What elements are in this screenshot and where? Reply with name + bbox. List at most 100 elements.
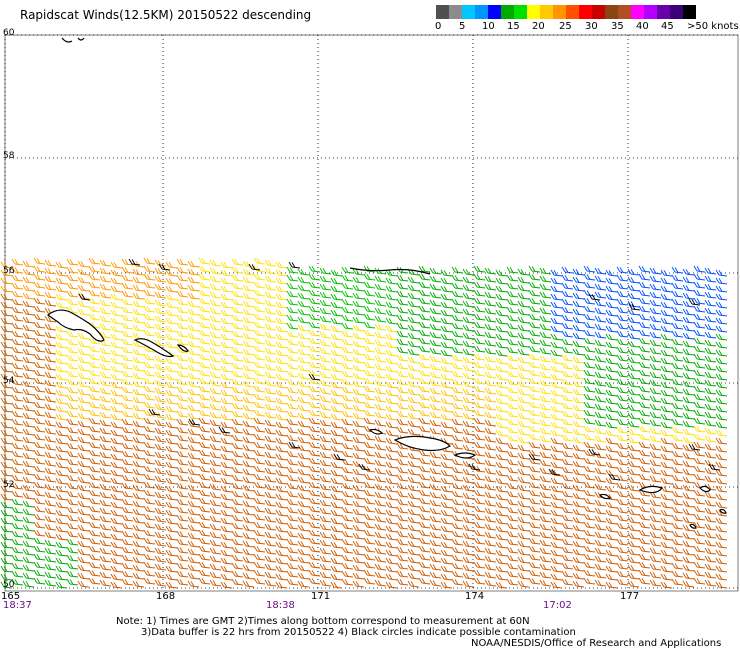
wind-barb bbox=[231, 346, 244, 354]
wind-barb bbox=[495, 565, 508, 573]
wind-barb bbox=[616, 314, 629, 322]
wind-barb bbox=[572, 268, 585, 276]
wind-barb bbox=[110, 389, 123, 397]
wind-barb bbox=[77, 412, 90, 420]
wind-barb bbox=[143, 305, 156, 313]
wind-barb bbox=[121, 530, 134, 538]
wind-barb bbox=[594, 307, 607, 315]
wind-barb bbox=[649, 403, 662, 411]
wind-barb bbox=[308, 345, 321, 353]
wind-barb bbox=[66, 482, 79, 490]
wind-barb bbox=[638, 313, 651, 321]
wind-barb bbox=[473, 505, 486, 513]
wind-barb bbox=[44, 267, 57, 275]
wind-barb bbox=[121, 522, 134, 530]
wind-barb bbox=[264, 379, 277, 387]
wind-barb bbox=[176, 426, 189, 434]
wind-barb bbox=[616, 394, 629, 402]
wind-barb bbox=[605, 429, 618, 437]
wind-barb bbox=[374, 467, 387, 475]
wind-barb bbox=[660, 477, 673, 485]
wind-barb bbox=[330, 517, 343, 525]
wind-barb bbox=[275, 309, 288, 317]
wind-barb bbox=[550, 325, 563, 333]
wind-barb bbox=[506, 466, 519, 474]
wind-barb bbox=[220, 405, 233, 413]
wind-barb bbox=[242, 364, 255, 372]
wind-barb bbox=[88, 273, 101, 281]
wind-barb bbox=[495, 573, 508, 581]
wind-barb bbox=[484, 507, 497, 515]
wind-barb bbox=[22, 356, 35, 364]
wind-barb bbox=[462, 532, 475, 540]
wind-barb bbox=[693, 449, 706, 457]
wind-barb bbox=[231, 386, 244, 394]
wind-barb bbox=[275, 517, 288, 525]
wind-barb bbox=[682, 308, 695, 316]
wind-barb bbox=[55, 261, 68, 269]
wind-barb bbox=[22, 580, 35, 588]
wind-barb bbox=[484, 435, 497, 443]
wind-barb bbox=[451, 426, 464, 434]
wind-barb bbox=[385, 565, 398, 573]
wind-barb bbox=[22, 452, 35, 460]
wind-barb bbox=[627, 348, 640, 356]
wind-barb bbox=[176, 458, 189, 466]
wind-barb bbox=[198, 369, 211, 377]
wind-barb bbox=[462, 300, 475, 308]
wind-barb bbox=[198, 505, 211, 513]
wind-barb bbox=[352, 284, 365, 292]
wind-barb bbox=[275, 453, 288, 461]
wind-barb bbox=[363, 577, 376, 585]
wind-barb bbox=[242, 508, 255, 516]
wind-barb bbox=[110, 437, 123, 445]
wind-barb bbox=[660, 373, 673, 381]
wind-barb bbox=[385, 389, 398, 397]
wind-barb bbox=[110, 357, 123, 365]
wind-barb bbox=[396, 386, 409, 394]
wind-barb bbox=[627, 268, 640, 276]
wind-barb bbox=[693, 393, 706, 401]
wind-barb bbox=[110, 581, 123, 589]
wind-barb bbox=[407, 580, 420, 588]
wind-barb bbox=[330, 389, 343, 397]
wind-barb bbox=[22, 500, 35, 508]
wind-barb bbox=[187, 540, 200, 548]
wind-barb bbox=[363, 401, 376, 409]
wind-barb bbox=[539, 475, 552, 483]
wind-barb bbox=[462, 364, 475, 372]
wind-barb bbox=[671, 386, 684, 394]
wind-barb bbox=[374, 323, 387, 331]
wind-barb bbox=[286, 538, 299, 546]
wind-barb bbox=[330, 341, 343, 349]
wind-barb bbox=[704, 315, 717, 323]
wind-barb bbox=[55, 549, 68, 557]
wind-barb bbox=[572, 444, 585, 452]
wind-barb bbox=[187, 572, 200, 580]
wind-barb bbox=[594, 419, 607, 427]
wind-barb bbox=[451, 482, 464, 490]
wind-barb bbox=[682, 508, 695, 516]
wind-barb bbox=[671, 506, 684, 514]
wind-barb bbox=[330, 445, 343, 453]
wind-barb bbox=[308, 577, 321, 585]
wind-barb bbox=[187, 284, 200, 292]
wind-barb bbox=[33, 329, 46, 337]
wind-barb bbox=[550, 557, 563, 565]
wind-barb bbox=[561, 490, 574, 498]
wind-barb bbox=[660, 493, 673, 501]
wind-barb bbox=[473, 401, 486, 409]
wind-barb bbox=[660, 413, 673, 421]
wind-barb bbox=[462, 396, 475, 404]
wind-barb bbox=[209, 267, 222, 275]
wind-barb bbox=[539, 491, 552, 499]
wind-barb bbox=[583, 353, 596, 361]
wind-barb bbox=[0, 381, 13, 389]
wind-barb bbox=[55, 285, 68, 293]
wind-barb bbox=[528, 369, 541, 377]
wind-barb bbox=[638, 505, 651, 513]
wind-barb bbox=[253, 569, 266, 577]
wind-barb bbox=[539, 571, 552, 579]
wind-barb bbox=[572, 308, 585, 316]
wind-barb bbox=[55, 421, 68, 429]
